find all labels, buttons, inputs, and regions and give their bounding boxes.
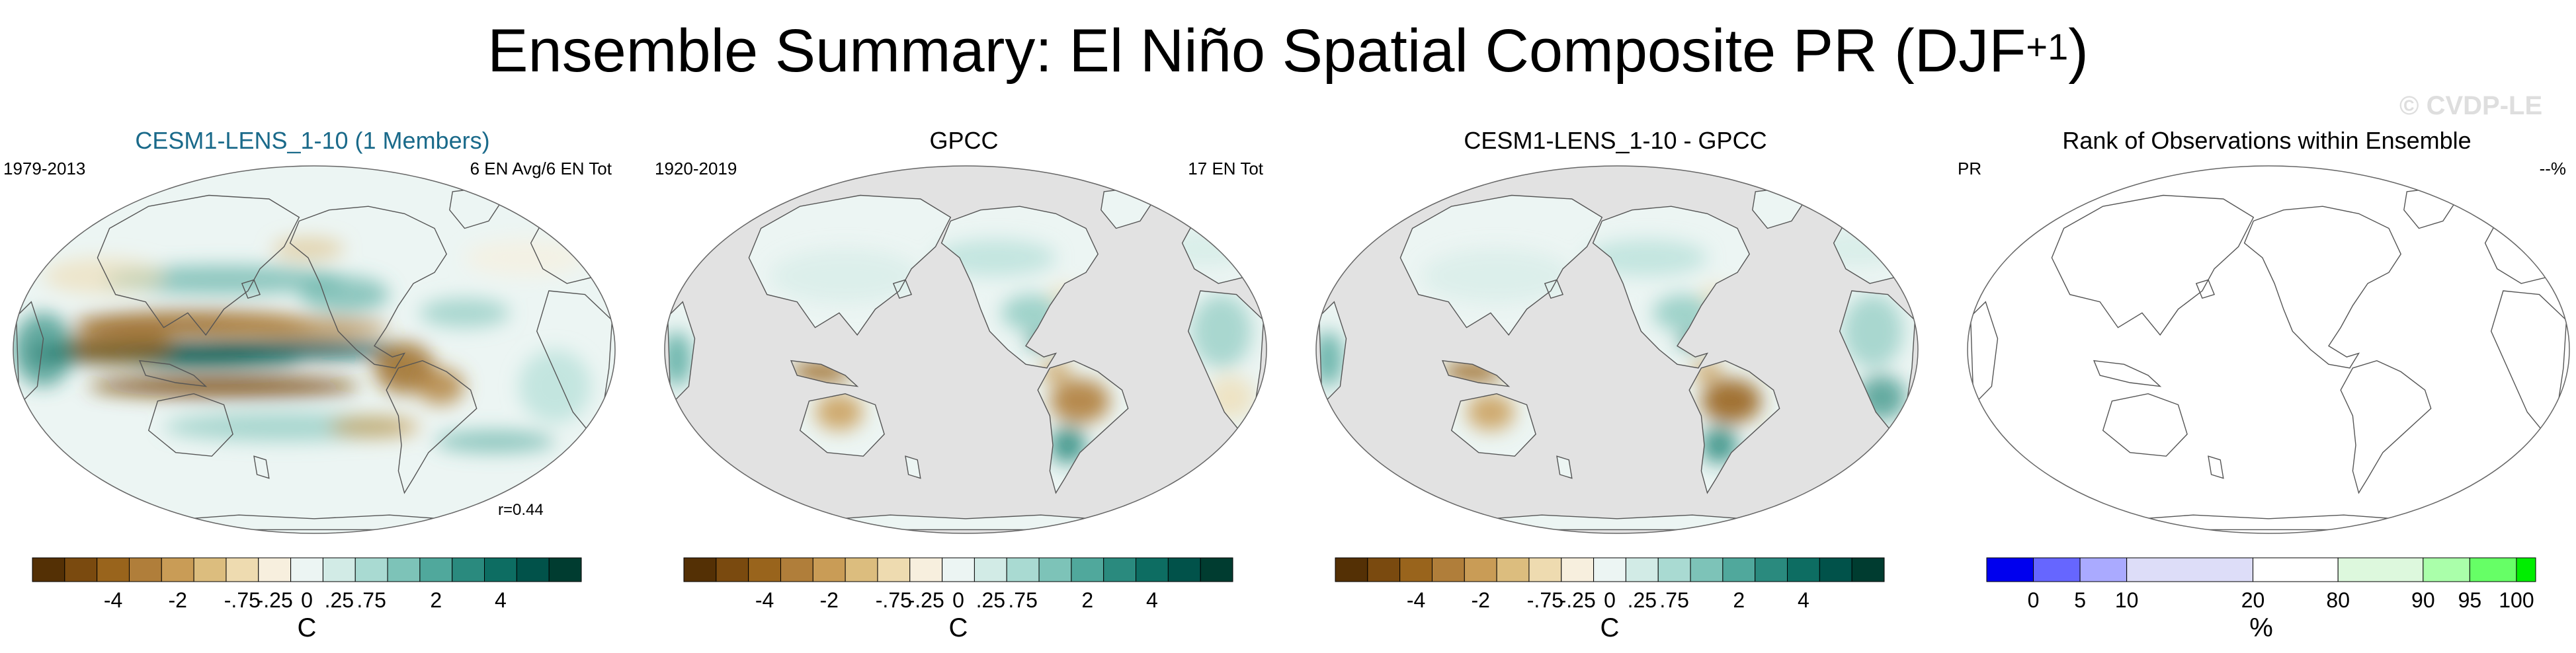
panel-title: GPCC [929,127,999,154]
colorbar-unit: C [1600,613,1620,642]
colorbar-tick-label: 80 [2326,588,2350,612]
colorbar-tick-label: -4 [103,588,123,612]
colorbar-tick-label: 100 [2499,588,2534,612]
colorbar-tick-label: -.25 [256,588,293,612]
colorbar-tick-label: -.75 [875,588,912,612]
panel-difference: CESM1-LENS_1-10 - GPCC -4 -2 -.75 -.25 0 .25.… [1306,119,1925,642]
panel-title: CESM1-LENS_1-10 (1 Members) [135,127,490,154]
colorbar-tick-label: -.25 [1559,588,1596,612]
colorbar-tick-label: 90 [2411,588,2435,612]
colorbar-tick-label: -2 [168,588,187,612]
colorbar-tick-label: 20 [2241,588,2265,612]
colorbar-tick-label: -4 [755,588,774,612]
colorbar-tick-label: .75 [1008,588,1038,612]
panel-model: CESM1-LENS_1-10 (1 Members) 1979-2013 6 … [3,119,622,642]
colorbar-tick-label: 4 [1146,588,1158,612]
colorbar-tick-label: 4 [1798,588,1809,612]
panel-count-label: 6 EN Avg/6 EN Tot [470,159,612,178]
cvdp-watermark: © CVDP-LE [2399,91,2543,120]
colorbar-tick-label: -2 [819,588,839,612]
panel-title: CESM1-LENS_1-10 - GPCC [1464,127,1767,154]
colorbar-tick-label: 2 [1733,588,1745,612]
colorbar-tick-label: -2 [1471,588,1490,612]
colorbar-tick-label: .75 [1659,588,1689,612]
colorbar-tick-label: 0 [301,588,313,612]
figure-title-text: Ensemble Summary: El Niño Spatial Compos… [487,17,2026,85]
world-map [664,165,1267,534]
colorbar-tick-label: -.75 [1526,588,1563,612]
colorbar-bar [683,557,1233,582]
colorbar-unit: C [948,613,968,642]
colorbar-tick-label: 2 [1081,588,1094,612]
colorbar-tick-label: 5 [2074,588,2086,612]
colorbar-unit: % [2249,613,2273,642]
colorbar-tick-label: -.25 [907,588,944,612]
colorbar-tick-label: 10 [2114,588,2139,612]
colorbar-tick-label: -.75 [224,588,261,612]
colorbar-tick-label: 0 [2027,588,2040,612]
colorbar-tick-label: 4 [495,588,507,612]
world-map [1315,165,1919,534]
panel-period-label: 1920-2019 [655,159,737,178]
colorbar-tick-label: 0 [1604,588,1616,612]
colorbar-tick-label: -4 [1406,588,1426,612]
panel-variable-label: PR [1958,159,1982,178]
panel-count-label: 17 EN Tot [1188,159,1263,178]
colorbar-tick-label: .75 [356,588,386,612]
panel-observations: GPCC 1920-2019 17 EN Tot -4 -2 -.75 -.25 0 .2… [655,119,1273,642]
colorbar-bar [32,557,582,582]
panel-title: Rank of Observations within Ensemble [2062,127,2472,154]
pattern-correlation-label: r=0.44 [498,501,544,519]
world-map [1967,165,2570,534]
colorbar-tick-label: .25 [1627,588,1657,612]
colorbar-bar [1986,557,2536,582]
figure-title-superscript: +1 [2026,26,2069,67]
figure-title-close: ) [2068,17,2089,85]
figure-title: Ensemble Summary: El Niño Spatial Compos… [0,15,2576,87]
panel-rank: Rank of Observations within Ensemble PR … [1958,119,2576,642]
panel-period-label: 1979-2013 [3,159,86,178]
colorbar-tick-label: 0 [952,588,964,612]
colorbar-tick-label: 2 [430,588,442,612]
world-map [13,165,616,534]
colorbar-tick-label: 95 [2458,588,2482,612]
colorbar-bar [1335,557,1885,582]
panel-rank-label: --% [2539,159,2566,178]
colorbar-unit: C [297,613,317,642]
colorbar-tick-label: .25 [324,588,354,612]
colorbar-tick-label: .25 [976,588,1006,612]
